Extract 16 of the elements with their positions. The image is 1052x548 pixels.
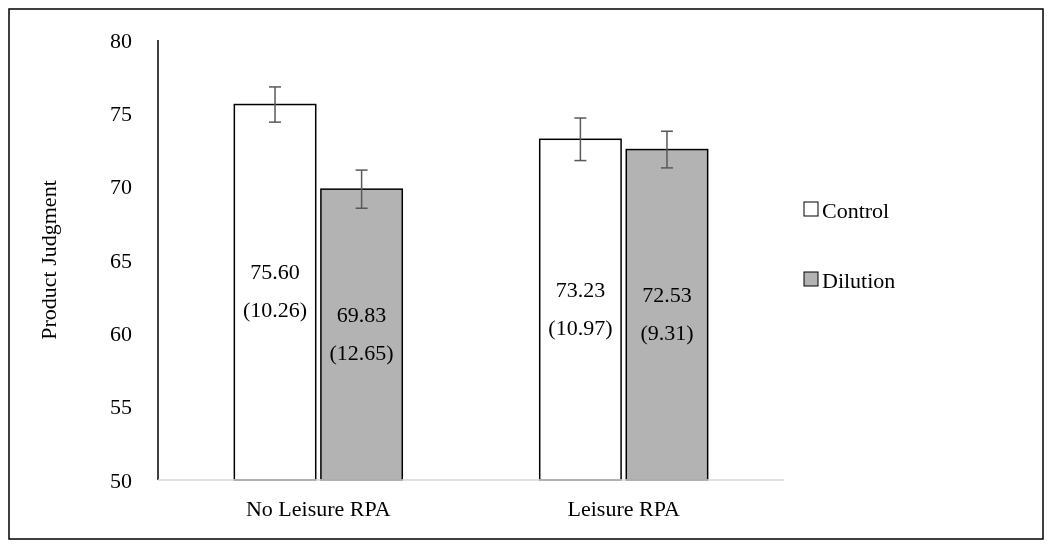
- y-tick-label: 60: [110, 321, 132, 347]
- x-tick-label: Leisure RPA: [567, 496, 680, 521]
- y-tick-label: 50: [110, 467, 132, 493]
- y-tick-label: 80: [110, 27, 132, 53]
- y-axis-title: Product Judgment: [36, 180, 61, 340]
- legend-label: Dilution: [822, 267, 896, 293]
- data-label: 69.83 (12.65): [329, 301, 394, 365]
- y-tick-label: 75: [110, 101, 132, 127]
- data-label: 75.60 (10.26): [242, 259, 308, 323]
- y-tick-label: 55: [110, 394, 132, 420]
- data-label: 73.23 (10.97): [548, 276, 613, 340]
- y-tick-label: 65: [110, 247, 132, 273]
- legend-label: Control: [822, 197, 890, 223]
- x-tick-label: No Leisure RPA: [246, 496, 391, 521]
- y-tick-label: 70: [110, 174, 132, 200]
- data-label: 72.53 (9.31): [640, 281, 694, 345]
